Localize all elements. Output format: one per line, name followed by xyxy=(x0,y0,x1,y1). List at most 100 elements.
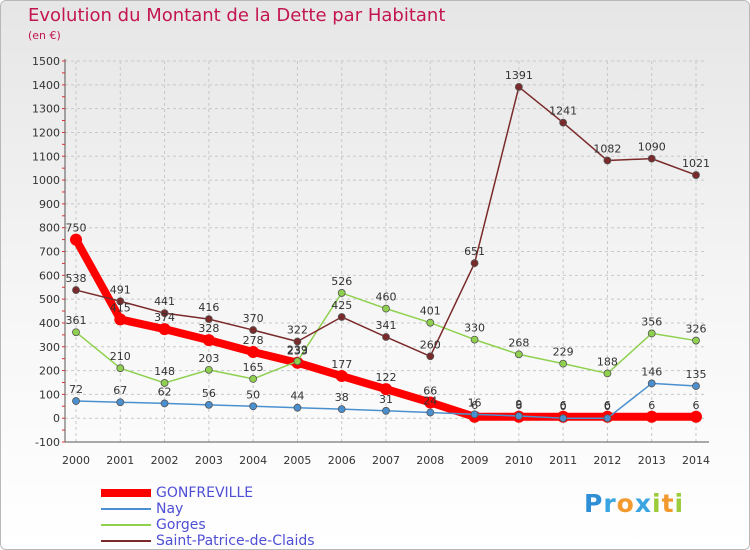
x-tick-label: 2014 xyxy=(682,454,710,467)
data-point xyxy=(380,383,392,396)
data-label: 210 xyxy=(110,350,131,363)
data-point xyxy=(70,233,82,246)
data-point xyxy=(647,154,656,163)
legend-label: Saint-Patrice-de-Claids xyxy=(156,533,315,549)
data-point xyxy=(293,337,302,346)
data-point xyxy=(603,369,612,378)
data-label: 491 xyxy=(110,283,131,296)
legend-item: Gorges xyxy=(101,517,361,533)
y-tick-label: -100 xyxy=(35,436,60,449)
data-point xyxy=(204,315,213,324)
data-label: 322 xyxy=(287,324,308,337)
data-label: 651 xyxy=(464,245,485,258)
data-label: 188 xyxy=(597,355,618,368)
data-point xyxy=(337,289,346,297)
legend-item: Saint-Patrice-de-Claids xyxy=(101,533,361,549)
x-tick-label: 2008 xyxy=(416,454,444,467)
data-label: 370 xyxy=(243,312,264,325)
data-label: 6 xyxy=(560,399,567,412)
x-tick-label: 2003 xyxy=(195,454,223,467)
data-point xyxy=(690,410,702,423)
data-label: 374 xyxy=(154,311,175,324)
data-label: 278 xyxy=(243,334,264,347)
chart-subtitle: (en €) xyxy=(28,29,61,42)
data-label: 526 xyxy=(331,275,352,288)
data-label: 6 xyxy=(515,399,522,412)
data-label: 239 xyxy=(287,343,308,356)
proxiti-logo: Proxiti xyxy=(584,489,684,518)
data-point xyxy=(559,359,568,368)
data-label: 122 xyxy=(376,371,397,384)
data-label: 328 xyxy=(198,322,219,335)
data-point xyxy=(160,399,169,408)
data-label: 31 xyxy=(379,393,393,406)
legend-swatch xyxy=(101,540,151,542)
data-point xyxy=(114,313,127,326)
y-tick-label: 800 xyxy=(39,222,60,235)
y-tick-label: 700 xyxy=(39,246,60,259)
y-tick-label: 100 xyxy=(39,388,60,401)
y-tick-label: 0 xyxy=(53,412,60,425)
data-point xyxy=(337,405,346,414)
data-label: 330 xyxy=(464,322,485,335)
legend-label: Nay xyxy=(156,501,184,517)
data-point xyxy=(72,397,80,405)
data-point xyxy=(204,400,213,409)
data-point xyxy=(116,364,125,373)
data-label: 72 xyxy=(69,383,83,396)
y-tick-label: 1400 xyxy=(32,79,60,92)
data-point xyxy=(470,410,479,419)
data-point xyxy=(647,329,656,338)
legend-swatch xyxy=(101,508,151,510)
data-label: 425 xyxy=(331,299,352,312)
data-label: 148 xyxy=(154,365,175,378)
data-point xyxy=(293,357,302,366)
x-tick-label: 2009 xyxy=(461,454,489,467)
y-tick-label: 600 xyxy=(39,269,60,282)
data-label: 177 xyxy=(331,358,352,371)
data-label: 56 xyxy=(202,387,216,400)
y-tick-label: 1200 xyxy=(32,126,60,139)
data-point xyxy=(603,156,612,165)
y-tick-label: 300 xyxy=(39,341,60,354)
data-label: 0 xyxy=(604,400,611,413)
data-label: 750 xyxy=(66,222,87,235)
y-tick-label: 1000 xyxy=(32,174,60,187)
logo-letter: t xyxy=(661,489,675,518)
data-label: 538 xyxy=(66,272,87,285)
data-point xyxy=(647,379,656,388)
data-point xyxy=(424,396,437,409)
y-tick-label: 1300 xyxy=(32,103,60,116)
legend-label: Gorges xyxy=(156,517,206,533)
data-label: 67 xyxy=(113,384,127,397)
logo-letter: r xyxy=(603,489,617,518)
data-label: 401 xyxy=(420,305,441,318)
data-label: 66 xyxy=(423,384,437,397)
data-label: 44 xyxy=(290,390,304,403)
logo-letter: i xyxy=(674,489,685,518)
y-tick-label: 1500 xyxy=(32,55,60,68)
data-label: 1090 xyxy=(638,141,666,154)
x-tick-label: 2011 xyxy=(549,454,577,467)
data-point xyxy=(603,414,612,423)
x-tick-label: 2013 xyxy=(638,454,666,467)
data-label: 415 xyxy=(110,301,131,314)
data-label: 441 xyxy=(154,295,175,308)
legend-swatch xyxy=(101,489,151,497)
data-point xyxy=(202,334,215,347)
data-point xyxy=(72,328,80,337)
data-label: 135 xyxy=(686,368,707,381)
x-tick-label: 2012 xyxy=(593,454,621,467)
x-tick-label: 2005 xyxy=(283,454,311,467)
data-point xyxy=(337,313,346,321)
data-label: 6 xyxy=(648,399,655,412)
data-point xyxy=(692,382,700,390)
data-point xyxy=(116,398,125,407)
data-label: 24 xyxy=(423,394,437,407)
data-point xyxy=(247,345,260,358)
data-label: 1021 xyxy=(682,157,710,170)
data-point xyxy=(470,259,479,268)
legend-item: Nay xyxy=(101,501,361,517)
chart-title: Evolution du Montant de la Dette par Hab… xyxy=(28,5,446,26)
data-point xyxy=(645,410,658,423)
